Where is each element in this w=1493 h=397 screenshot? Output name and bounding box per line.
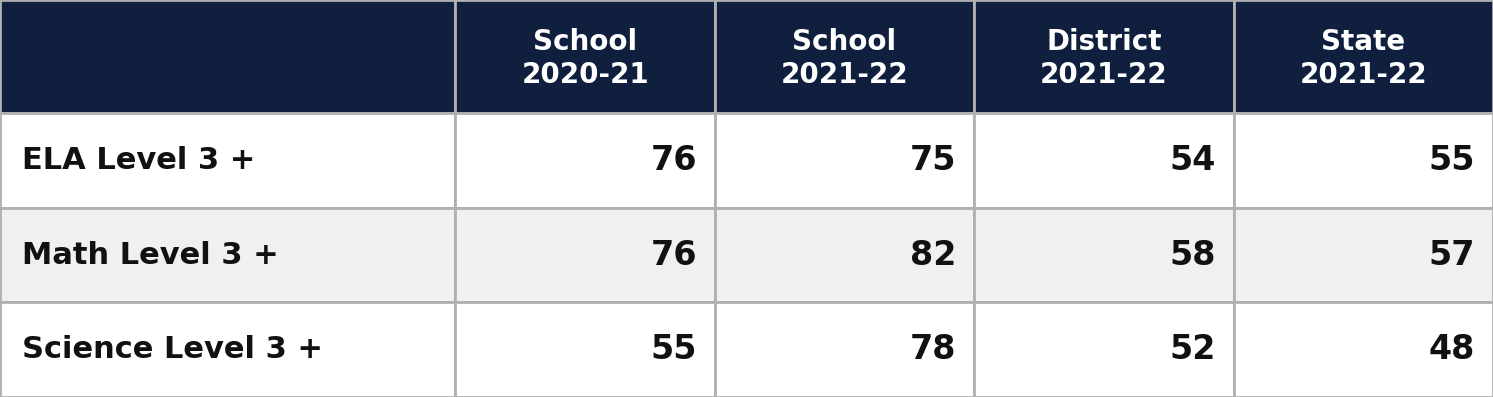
Bar	[0, 303, 455, 397]
Text: 54: 54	[1169, 144, 1215, 177]
Bar	[455, 208, 715, 303]
Text: 57: 57	[1429, 239, 1475, 272]
Text: 76: 76	[651, 144, 697, 177]
Bar	[455, 303, 715, 397]
Text: 75: 75	[909, 144, 957, 177]
Bar	[715, 113, 975, 208]
Bar	[1233, 303, 1493, 397]
Bar	[975, 0, 1233, 113]
Text: 76: 76	[651, 239, 697, 272]
Text: ELA Level 3 +: ELA Level 3 +	[22, 146, 255, 175]
Text: 78: 78	[909, 333, 957, 366]
Text: 48: 48	[1429, 333, 1475, 366]
Bar	[1233, 208, 1493, 303]
Text: 2020-21: 2020-21	[521, 61, 649, 89]
Bar	[0, 208, 455, 303]
Text: School: School	[533, 28, 638, 56]
Bar	[715, 0, 975, 113]
Text: 2021-22: 2021-22	[1041, 61, 1168, 89]
Text: Science Level 3 +: Science Level 3 +	[22, 335, 324, 364]
Bar	[715, 208, 975, 303]
Bar	[455, 113, 715, 208]
Text: 58: 58	[1169, 239, 1215, 272]
Text: 2021-22: 2021-22	[781, 61, 908, 89]
Bar	[1233, 113, 1493, 208]
Bar	[975, 303, 1233, 397]
Text: State: State	[1321, 28, 1405, 56]
Bar	[0, 113, 455, 208]
Text: 55: 55	[1429, 144, 1475, 177]
Text: 55: 55	[651, 333, 697, 366]
Bar	[975, 113, 1233, 208]
Text: District: District	[1047, 28, 1162, 56]
Text: School: School	[793, 28, 896, 56]
Text: 2021-22: 2021-22	[1299, 61, 1427, 89]
Bar	[0, 0, 455, 113]
Bar	[1233, 0, 1493, 113]
Bar	[975, 208, 1233, 303]
Bar	[715, 303, 975, 397]
Text: Math Level 3 +: Math Level 3 +	[22, 241, 279, 270]
Bar	[455, 0, 715, 113]
Text: 52: 52	[1169, 333, 1215, 366]
Text: 82: 82	[909, 239, 957, 272]
